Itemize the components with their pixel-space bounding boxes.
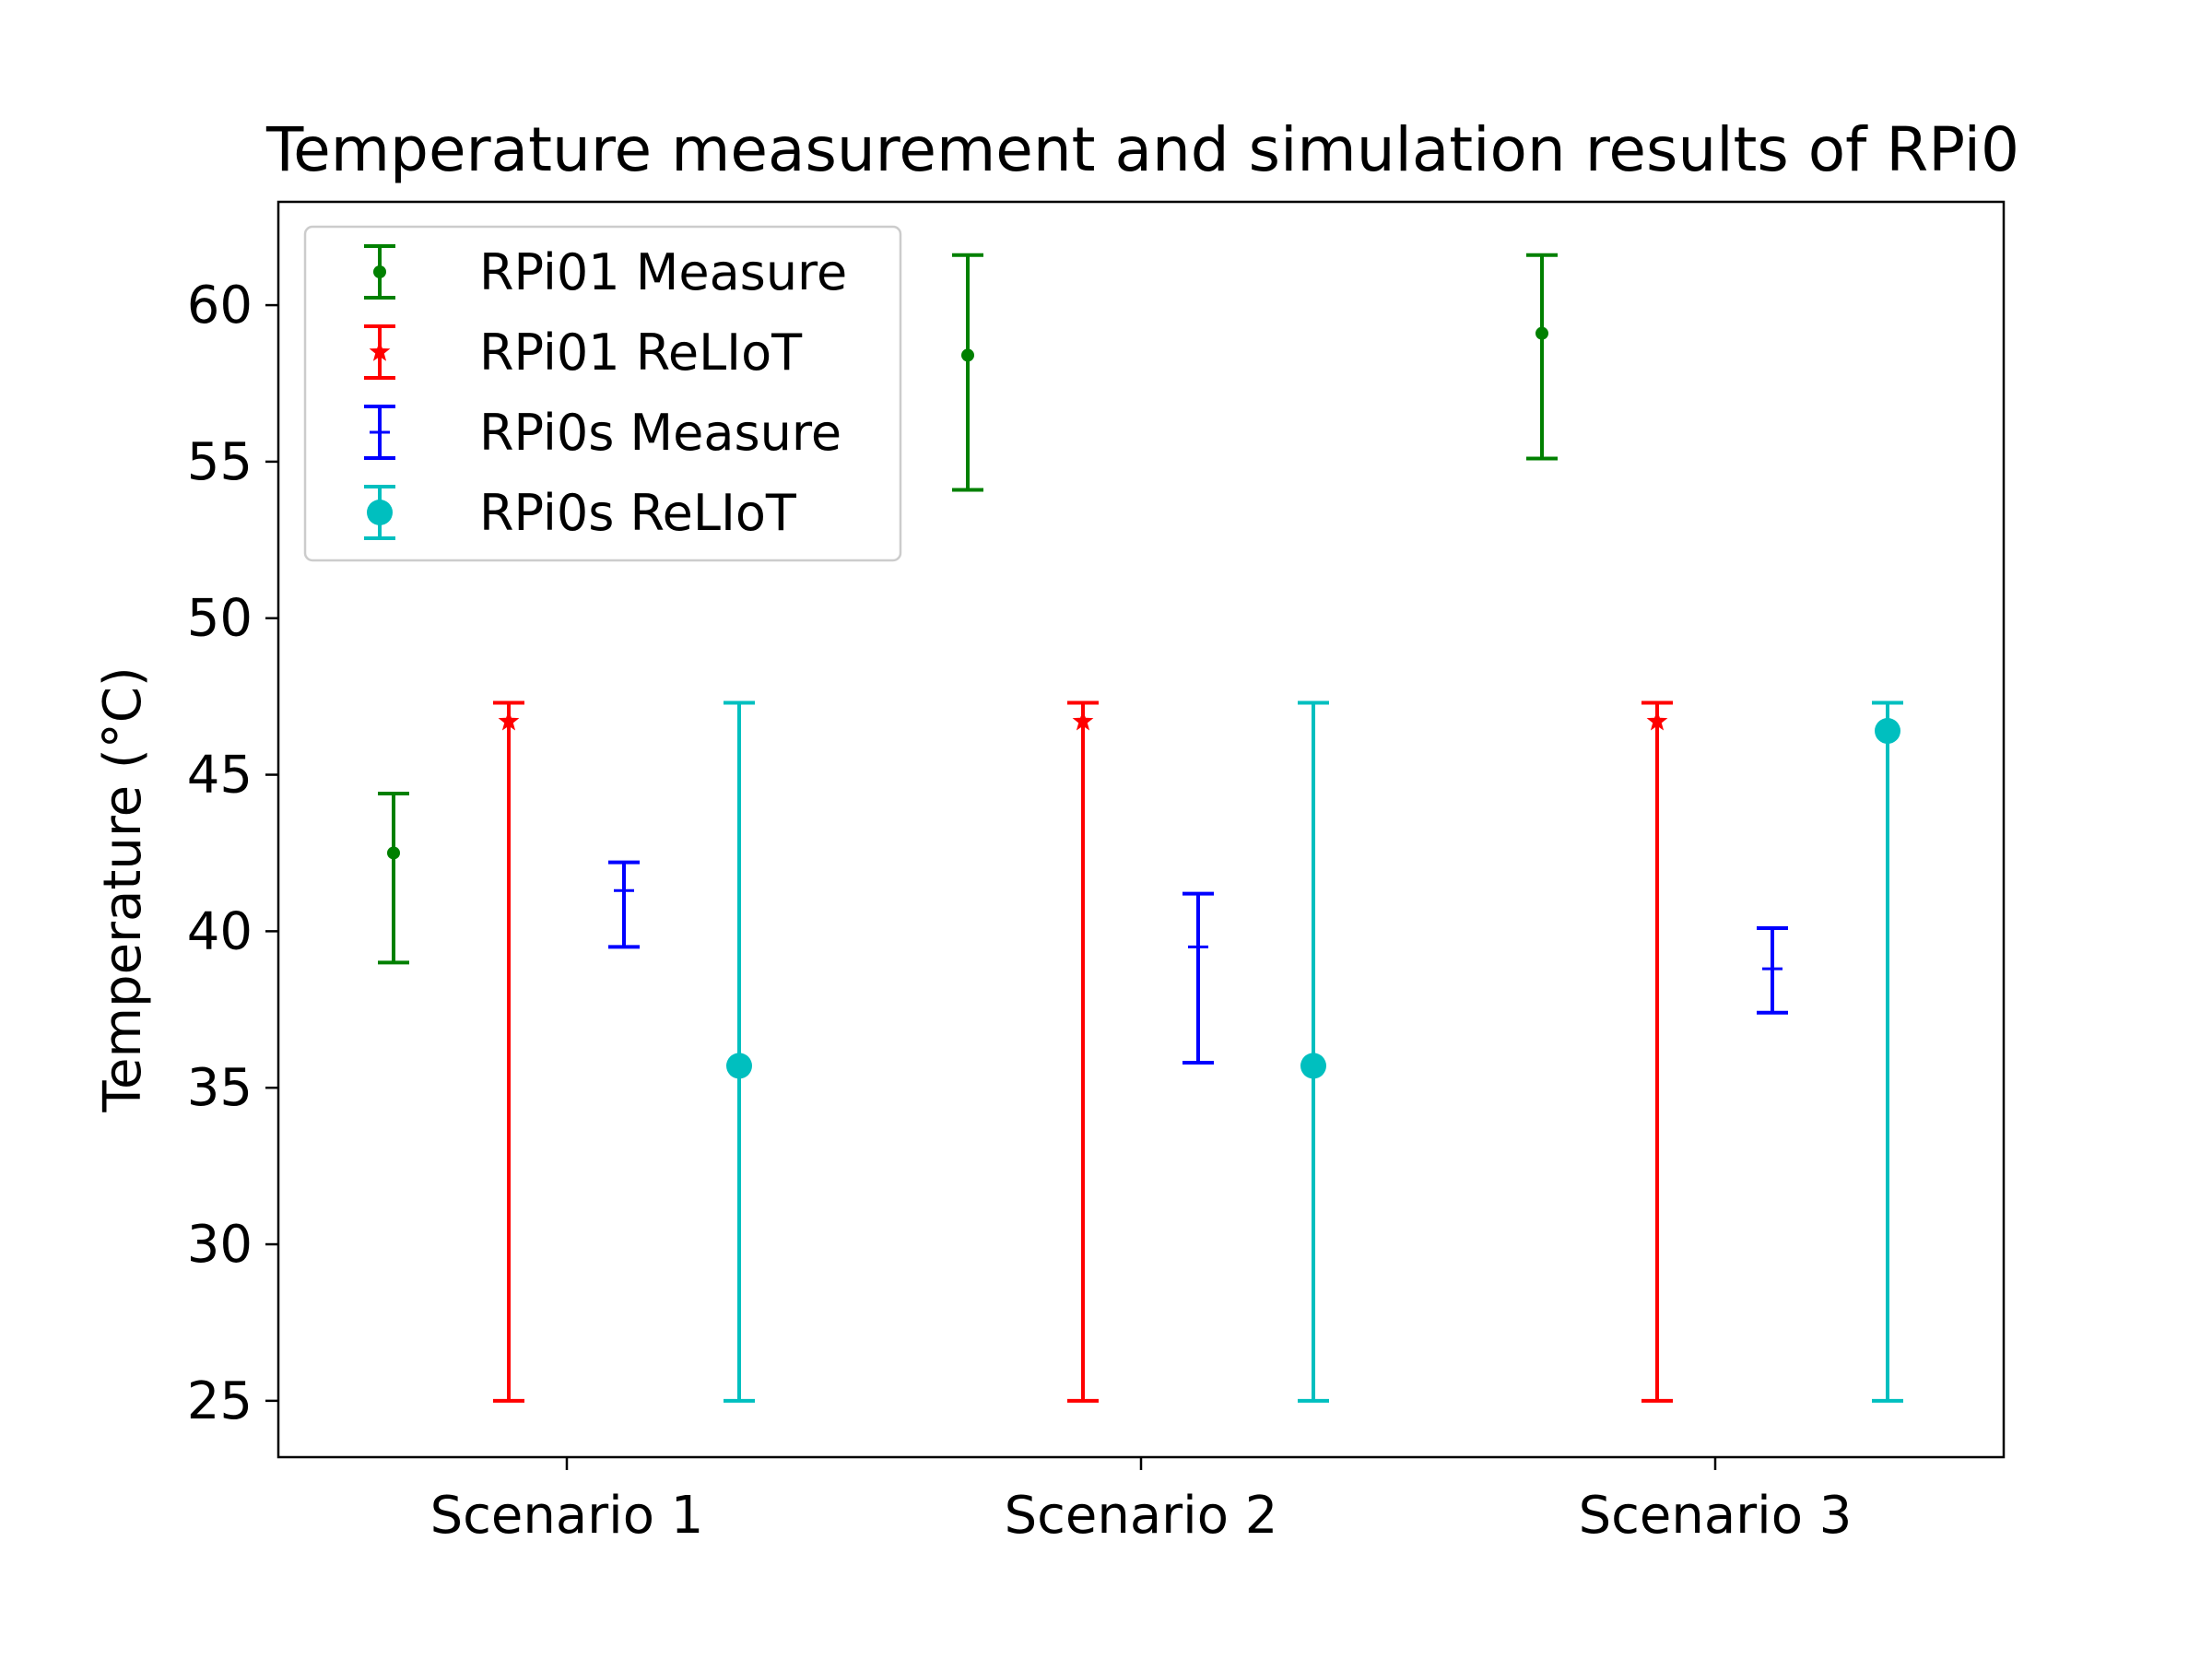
legend-label: RPi01 ReLIoT xyxy=(479,324,803,382)
y-tick-label: 35 xyxy=(187,1058,253,1118)
error-bar xyxy=(1298,700,1329,1403)
y-axis: 25 30 35 40 45 50 55 60 xyxy=(187,276,278,1431)
error-bar xyxy=(1182,891,1214,1065)
data-point xyxy=(614,880,634,901)
x-tick-label: Scenario 1 xyxy=(430,1486,704,1546)
legend-marker xyxy=(373,265,386,278)
legend-item: RPi01 Measure xyxy=(364,243,847,301)
data-point xyxy=(1072,710,1094,731)
error-bar xyxy=(493,700,524,1403)
data-point xyxy=(498,710,520,731)
error-bar xyxy=(608,860,640,949)
data-point xyxy=(961,348,974,362)
legend-marker xyxy=(367,500,393,525)
y-tick-label: 60 xyxy=(187,276,253,335)
x-tick-label: Scenario 2 xyxy=(1005,1486,1278,1546)
legend-label: RPi0s ReLIoT xyxy=(479,484,797,542)
error-bar xyxy=(378,791,409,965)
y-tick-label: 50 xyxy=(187,589,253,649)
y-tick-label: 25 xyxy=(187,1371,253,1431)
legend-item: RPi0s Measure xyxy=(364,404,841,462)
legend: RPi01 Measure RPi01 ReLIoT RPi0s Measure RP… xyxy=(303,225,902,562)
error-bar xyxy=(1641,700,1673,1403)
data-point xyxy=(1646,710,1668,731)
legend-marker xyxy=(370,422,390,442)
series-rpi01-measure xyxy=(378,253,1558,965)
error-bar xyxy=(1872,700,1903,1403)
x-axis: Scenario 1 Scenario 2 Scenario 3 xyxy=(430,1457,1853,1546)
y-tick-label: 55 xyxy=(187,432,253,492)
data-point xyxy=(1762,959,1783,980)
error-bar xyxy=(1067,700,1099,1403)
error-bar xyxy=(724,700,755,1403)
data-point xyxy=(1535,326,1548,340)
plot-frame xyxy=(276,200,2006,1459)
series-rpi01-reliot xyxy=(493,700,1673,1403)
chart-title: Temperature measurement and simulation r… xyxy=(265,114,2019,185)
legend-marker xyxy=(369,341,391,361)
legend-item: RPi0s ReLIoT xyxy=(364,484,797,542)
y-axis-label: Temperature (°C) xyxy=(93,666,153,1112)
error-bar xyxy=(1526,253,1558,461)
data-point xyxy=(1300,1053,1326,1079)
x-tick-label: Scenario 3 xyxy=(1579,1486,1853,1546)
y-tick-label: 30 xyxy=(187,1215,253,1275)
legend-label: RPi0s Measure xyxy=(479,404,841,462)
data-point xyxy=(1875,718,1900,745)
data-point xyxy=(387,846,400,860)
y-tick-label: 40 xyxy=(187,901,253,961)
legend-item: RPi01 ReLIoT xyxy=(364,324,803,382)
series-rpi0s-measure xyxy=(608,860,1788,1065)
plot-area xyxy=(378,253,1903,1403)
error-bar xyxy=(952,253,983,492)
legend-box xyxy=(303,225,902,562)
data-point xyxy=(726,1053,752,1079)
legend-label: RPi01 Measure xyxy=(479,243,847,301)
y-tick-label: 45 xyxy=(187,746,253,806)
data-point xyxy=(1188,936,1208,958)
series-rpi0s-reliot xyxy=(724,700,1903,1403)
